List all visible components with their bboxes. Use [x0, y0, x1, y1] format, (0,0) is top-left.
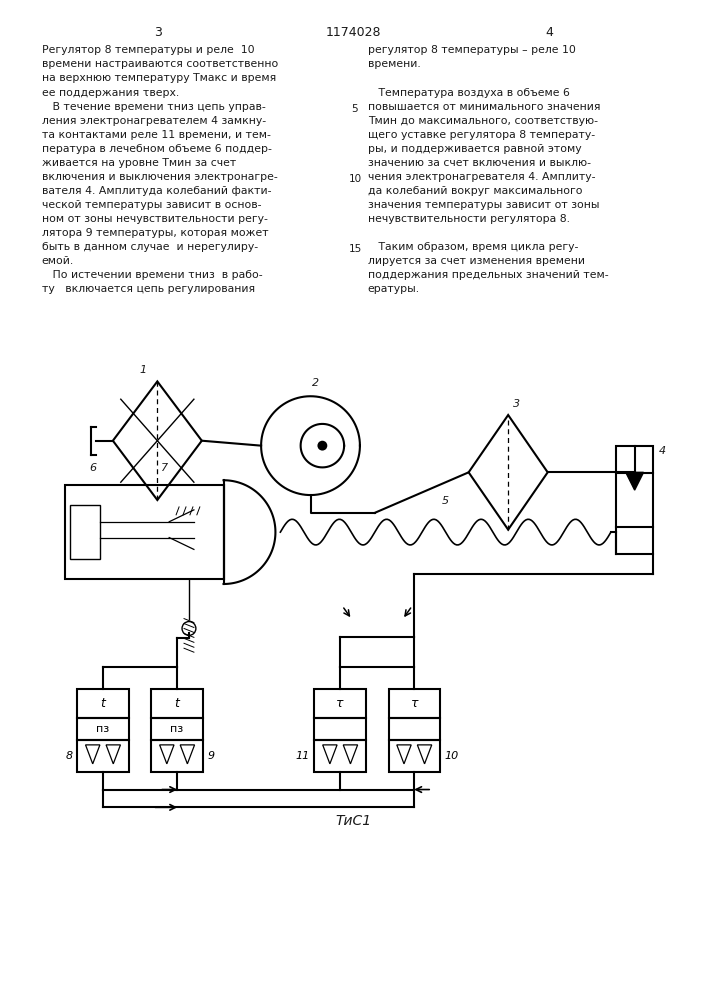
- Bar: [389, 718, 440, 740]
- Bar: [151, 718, 203, 740]
- Text: поддержания предельных значений тем-: поддержания предельных значений тем-: [368, 270, 609, 280]
- Text: По истечении времени τниз  в рабо-: По истечении времени τниз в рабо-: [42, 270, 262, 280]
- Text: Регулятор 8 температуры и реле  10: Регулятор 8 температуры и реле 10: [42, 45, 255, 55]
- Bar: [77, 718, 129, 740]
- Text: 4: 4: [545, 26, 553, 39]
- Text: щего уставке регулятора 8 температу-: щего уставке регулятора 8 температу-: [368, 130, 595, 140]
- Text: τ: τ: [337, 697, 344, 710]
- Bar: [77, 689, 129, 718]
- Text: нечувствительности регулятора 8.: нечувствительности регулятора 8.: [368, 214, 570, 224]
- Text: лируется за счет изменения времени: лируется за счет изменения времени: [368, 256, 585, 266]
- Text: на верхнюю температуру Тмакс и время: на верхнюю температуру Тмакс и время: [42, 73, 276, 83]
- Text: 1174028: 1174028: [326, 26, 381, 39]
- Text: пз: пз: [96, 724, 110, 734]
- Bar: [77, 740, 129, 772]
- Bar: [315, 689, 366, 718]
- Text: 7: 7: [160, 463, 168, 473]
- Text: 2: 2: [312, 378, 319, 388]
- Bar: [151, 740, 203, 772]
- Text: 4: 4: [658, 446, 665, 456]
- Text: ры, и поддерживается равной этому: ры, и поддерживается равной этому: [368, 144, 581, 154]
- Text: Таким образом, время цикла регу-: Таким образом, время цикла регу-: [368, 242, 578, 252]
- Bar: [616, 446, 653, 554]
- Text: времени настраиваются соответственно: времени настраиваются соответственно: [42, 59, 278, 69]
- Text: значения температуры зависит от зоны: значения температуры зависит от зоны: [368, 200, 600, 210]
- Text: 5: 5: [442, 496, 449, 506]
- Text: 3: 3: [513, 399, 520, 409]
- Text: времени.: времени.: [368, 59, 421, 69]
- Polygon shape: [626, 472, 643, 490]
- Text: емой.: емой.: [42, 256, 74, 266]
- Text: пз: пз: [170, 724, 184, 734]
- Text: чения электронагревателя 4. Амплиту-: чения электронагревателя 4. Амплиту-: [368, 172, 595, 182]
- Text: 9: 9: [208, 751, 215, 761]
- Text: значению за счет включения и выклю-: значению за счет включения и выклю-: [368, 158, 591, 168]
- Text: 15: 15: [349, 244, 361, 254]
- Text: 11: 11: [296, 751, 310, 761]
- Text: ее поддержания τверх.: ее поддержания τверх.: [42, 88, 179, 98]
- Bar: [389, 740, 440, 772]
- Text: живается на уровне Тмин за счет: живается на уровне Тмин за счет: [42, 158, 236, 168]
- Bar: [315, 740, 366, 772]
- Bar: [315, 718, 366, 740]
- Text: 8: 8: [65, 751, 72, 761]
- Text: ческой температуры зависит в основ-: ческой температуры зависит в основ-: [42, 200, 261, 210]
- Bar: [71, 505, 100, 559]
- Text: 6: 6: [90, 463, 97, 473]
- Text: повышается от минимального значения: повышается от минимального значения: [368, 102, 600, 112]
- Text: 10: 10: [445, 751, 459, 761]
- Text: ном от зоны нечувствительности регу-: ном от зоны нечувствительности регу-: [42, 214, 267, 224]
- Text: Тмин до максимального, соответствую-: Тмин до максимального, соответствую-: [368, 116, 598, 126]
- Text: ления электронагревателем 4 замкну-: ления электронагревателем 4 замкну-: [42, 116, 266, 126]
- Text: 5: 5: [351, 104, 358, 114]
- Text: ту   включается цепь регулирования: ту включается цепь регулирования: [42, 284, 255, 294]
- Bar: [389, 689, 440, 718]
- Text: В течение времени τниз цепь управ-: В течение времени τниз цепь управ-: [42, 102, 265, 112]
- Text: τ: τ: [411, 697, 418, 710]
- Bar: [66, 485, 223, 579]
- Text: 10: 10: [349, 174, 361, 184]
- Bar: [151, 689, 203, 718]
- Text: ΤиС1: ΤиС1: [335, 814, 371, 828]
- Text: пература в лечебном объеме 6 поддер-: пература в лечебном объеме 6 поддер-: [42, 144, 271, 154]
- Text: лятора 9 температуры, которая может: лятора 9 температуры, которая может: [42, 228, 269, 238]
- Text: быть в данном случае  и нерегулиру-: быть в данном случае и нерегулиру-: [42, 242, 258, 252]
- Text: t: t: [100, 697, 105, 710]
- Text: t: t: [175, 697, 180, 710]
- Circle shape: [317, 441, 327, 451]
- Text: 3: 3: [154, 26, 162, 39]
- Text: да колебаний вокруг максимального: да колебаний вокруг максимального: [368, 186, 583, 196]
- Text: регулятор 8 температуры – реле 10: регулятор 8 температуры – реле 10: [368, 45, 575, 55]
- Text: вателя 4. Амплитуда колебаний факти-: вателя 4. Амплитуда колебаний факти-: [42, 186, 271, 196]
- Text: Температура воздуха в объеме 6: Температура воздуха в объеме 6: [368, 88, 570, 98]
- Text: ературы.: ературы.: [368, 284, 420, 294]
- Text: та контактами реле 11 времени, и тем-: та контактами реле 11 времени, и тем-: [42, 130, 271, 140]
- Text: включения и выключения электронагре-: включения и выключения электронагре-: [42, 172, 277, 182]
- Text: 1: 1: [139, 365, 146, 375]
